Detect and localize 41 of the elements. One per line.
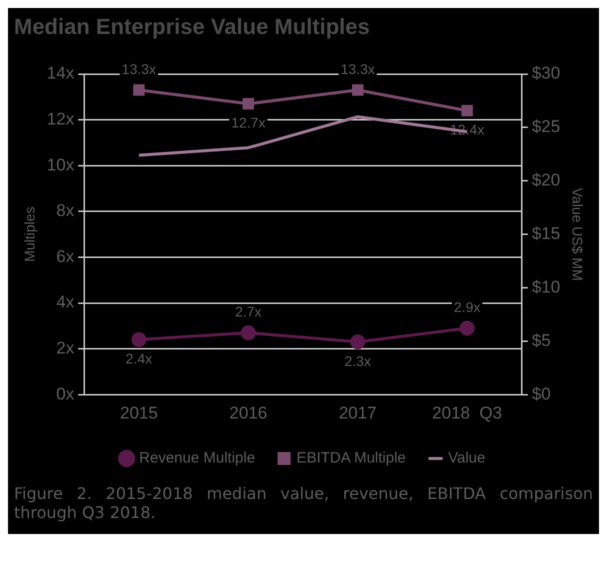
y-tick-label: 12x bbox=[46, 109, 75, 128]
y-tick-label: 0x bbox=[56, 384, 75, 404]
data-label: 13.3x bbox=[340, 60, 375, 77]
data-label: 2.9x bbox=[454, 299, 480, 316]
data-label: 13.3x bbox=[122, 60, 156, 77]
y-tick-label: 2x bbox=[56, 338, 75, 358]
data-label: 2.7x bbox=[235, 304, 262, 320]
point bbox=[133, 84, 145, 96]
y2-tick-label: $20 bbox=[532, 170, 560, 190]
point bbox=[461, 104, 473, 116]
x-tick-label: 2017 bbox=[338, 403, 377, 422]
point bbox=[131, 332, 146, 348]
legend-label: Revenue Multiple bbox=[139, 450, 256, 467]
y2-tick-label: $10 bbox=[532, 277, 560, 296]
y2-tick-label: $5 bbox=[532, 330, 551, 350]
data-label: 2.3x bbox=[344, 352, 371, 369]
y2-axis-title: Value US$ MM bbox=[570, 188, 586, 281]
point bbox=[240, 325, 256, 340]
caption: Figure 2. 2015-2018 median value, revenue, EBITDA comparison through Q3 2018. bbox=[13, 483, 594, 524]
x-tick-label: 2018 Q3 bbox=[432, 403, 502, 422]
y-tick-label: 4x bbox=[56, 292, 75, 312]
legend-label: Value bbox=[448, 450, 486, 467]
y2-tick-label: $0 bbox=[532, 384, 551, 404]
point bbox=[350, 334, 366, 350]
data-label: 2.4x bbox=[126, 350, 152, 366]
point bbox=[242, 98, 254, 110]
y-tick-label: 10x bbox=[46, 155, 75, 174]
x-tick-label: 2015 bbox=[120, 403, 158, 422]
y-axis-title: Multiples bbox=[21, 206, 38, 262]
x-tick-label: 2016 bbox=[229, 403, 268, 422]
y-tick-label: 14x bbox=[46, 64, 75, 83]
y2-tick-label: $15 bbox=[532, 224, 560, 243]
point bbox=[460, 320, 475, 336]
data-label: 12.7x bbox=[231, 114, 266, 131]
chart-title: Median Enterprise Value Multiples bbox=[13, 13, 371, 40]
y-tick-label: 6x bbox=[56, 246, 75, 266]
y2-tick-label: $30 bbox=[532, 64, 560, 83]
legend-label: EBITDA Multiple bbox=[296, 450, 406, 467]
point bbox=[352, 84, 364, 96]
y-tick-label: 8x bbox=[56, 201, 75, 220]
y2-tick-label: $25 bbox=[532, 117, 560, 136]
